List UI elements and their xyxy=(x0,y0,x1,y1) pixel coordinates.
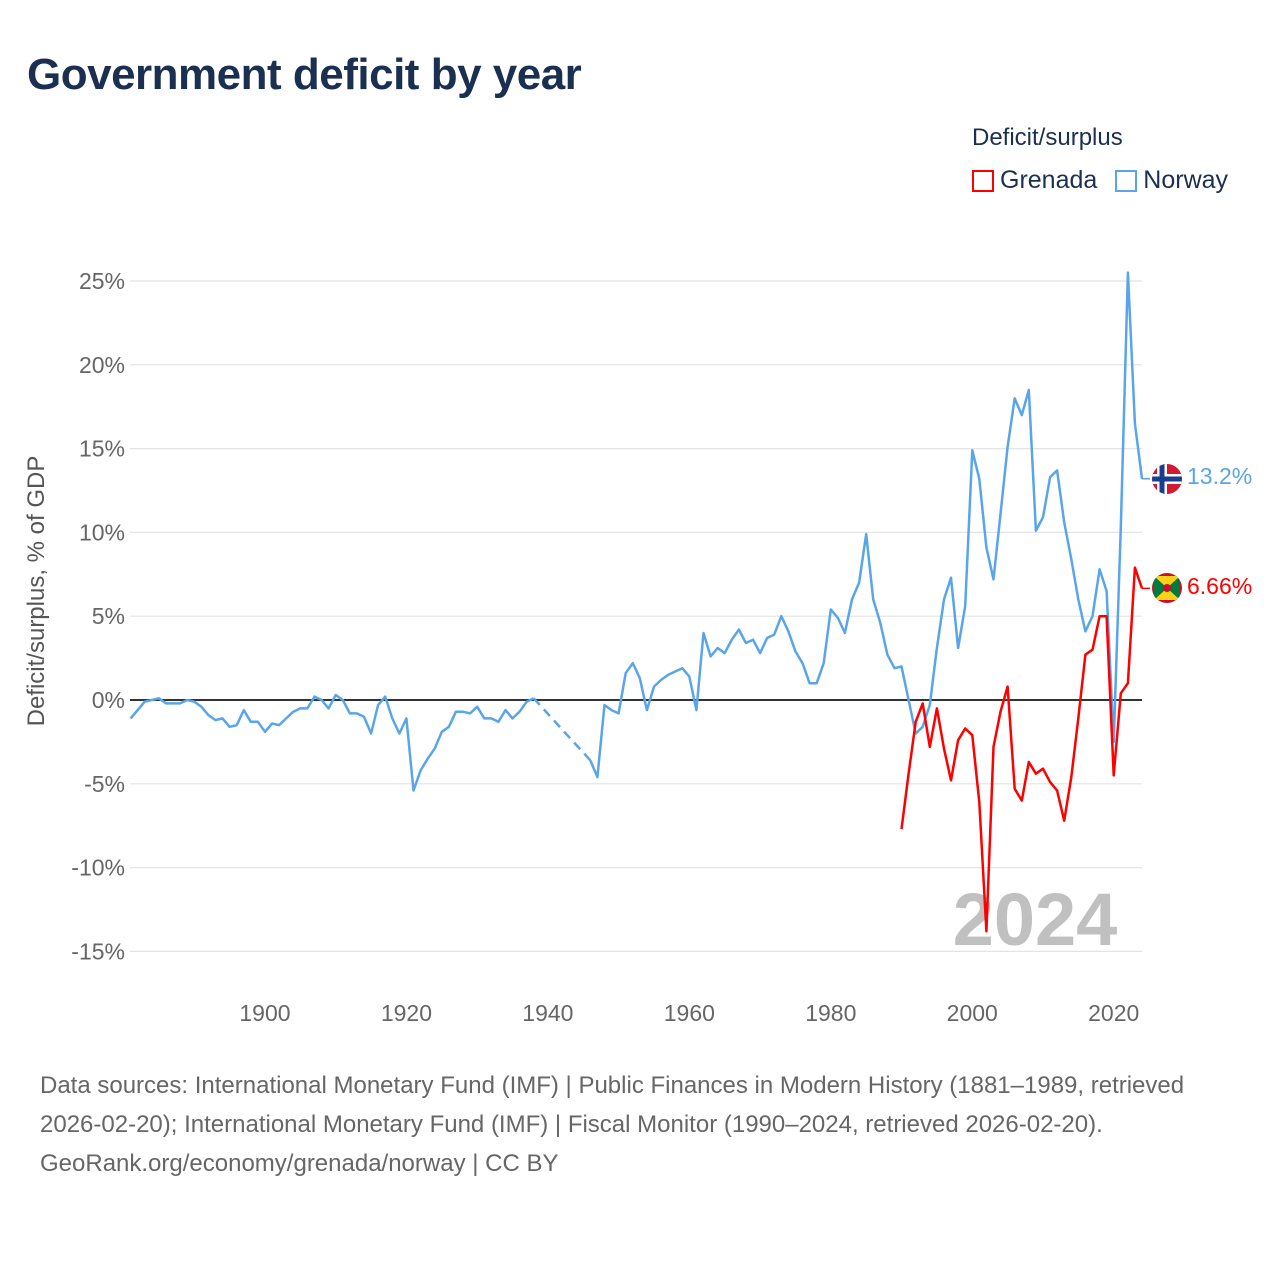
gridlines xyxy=(130,280,1142,953)
series-line-grenada xyxy=(900,566,1144,933)
grenada-end-label: 6.66% xyxy=(1187,573,1252,599)
y-tick-label: 10% xyxy=(79,519,125,545)
legend-swatch-norway xyxy=(1115,169,1138,192)
series-gap-norway xyxy=(532,697,592,762)
year-watermark: 2024 xyxy=(953,878,1118,961)
y-tick-label: 25% xyxy=(79,268,125,294)
x-tick-label: 1920 xyxy=(381,1000,432,1026)
x-tick-label: 1940 xyxy=(522,1000,573,1026)
data-sources: Data sources: International Monetary Fun… xyxy=(40,1072,1185,1138)
x-tick-label: 1960 xyxy=(664,1000,715,1026)
y-tick-label: -5% xyxy=(84,771,125,797)
norway-end-label: 13.2% xyxy=(1187,463,1252,489)
legend-label-grenada: Grenada xyxy=(1000,166,1098,194)
legend: Deficit/surplus Grenada Norway xyxy=(972,124,1228,195)
y-axis-label: Deficit/surplus, % of GDP xyxy=(23,456,50,727)
x-tick-label: 2000 xyxy=(947,1000,998,1026)
series-line-norway xyxy=(589,271,1144,779)
credit-link[interactable]: GeoRank.org/economy/grenada/norway | CC … xyxy=(40,1150,559,1177)
x-tick-labels: 1900 1920 1940 1960 1980 2000 2020 xyxy=(239,1000,1139,1026)
footer: Data sources: International Monetary Fun… xyxy=(40,1066,1240,1183)
series-lines xyxy=(129,271,1150,933)
y-tick-label: 20% xyxy=(79,352,125,378)
series-line-norway xyxy=(129,693,535,792)
grenada-flag-icon xyxy=(1152,573,1182,603)
x-tick-label: 2020 xyxy=(1088,1000,1139,1026)
y-tick-label: 0% xyxy=(92,687,125,713)
norway-flag-icon xyxy=(1152,464,1182,494)
chart-title: Government deficit by year xyxy=(27,50,582,99)
legend-item-norway[interactable]: Norway xyxy=(1115,166,1228,195)
legend-swatch-grenada xyxy=(972,169,994,192)
legend-item-grenada[interactable]: Grenada xyxy=(972,166,1097,195)
y-tick-labels: 25% 20% 15% 10% 5% 0% -5% -10% -15% xyxy=(71,268,125,964)
series-grenada xyxy=(900,566,1150,933)
y-tick-label: 5% xyxy=(92,603,125,629)
x-tick-label: 1900 xyxy=(239,1000,290,1026)
x-tick-label: 1980 xyxy=(805,1000,856,1026)
y-tick-label: -10% xyxy=(71,855,125,881)
y-tick-label: -15% xyxy=(71,938,125,964)
y-tick-label: 15% xyxy=(79,436,125,462)
legend-label-norway: Norway xyxy=(1143,166,1229,194)
series-norway xyxy=(129,271,1150,792)
legend-title: Deficit/surplus xyxy=(972,124,1123,151)
